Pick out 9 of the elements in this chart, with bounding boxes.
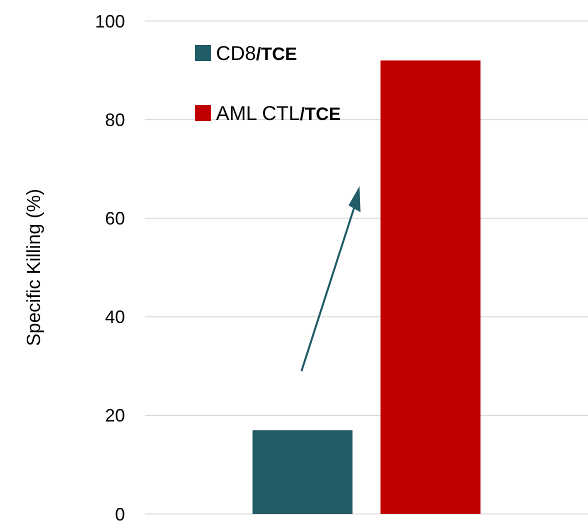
y-tick-label: 100 [94,11,125,32]
y-tick-label: 0 [114,504,125,524]
y-axis-title: Specific Killing (%) [24,188,45,346]
y-tick-label: 40 [104,307,125,328]
legend-label: CD8/TCE [216,43,298,65]
legend-label: AML CTL/TCE [216,103,341,125]
y-tick-label: 80 [104,110,125,130]
y-tick-label: 20 [104,406,125,426]
y-tick-label: 60 [104,208,125,228]
